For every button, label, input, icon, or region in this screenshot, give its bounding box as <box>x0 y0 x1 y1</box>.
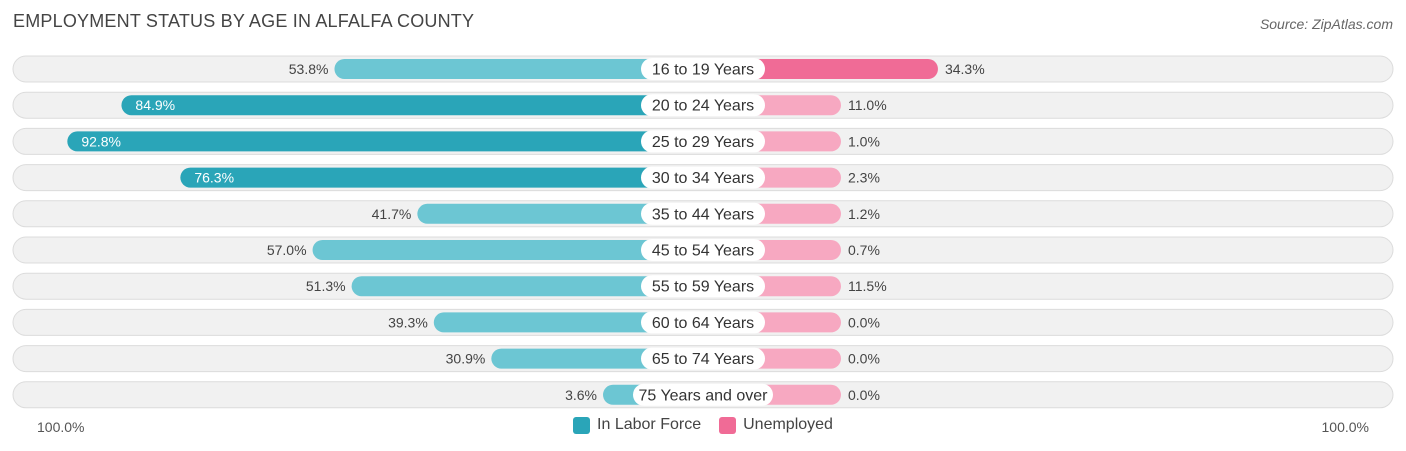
labor-value-label: 39.3% <box>388 314 428 330</box>
category-label: 35 to 44 Years <box>652 206 754 223</box>
category-label: 20 to 24 Years <box>652 98 754 115</box>
unemployed-value-label: 0.7% <box>848 242 880 258</box>
labor-value-label: 84.9% <box>135 97 175 113</box>
legend-item-unemployed[interactable]: Unemployed <box>719 416 833 434</box>
category-label: 60 to 64 Years <box>652 315 754 332</box>
category-label-pill <box>641 130 765 153</box>
labor-value-label: 92.8% <box>81 133 121 149</box>
unemployed-value-label: 1.2% <box>848 206 880 222</box>
legend: In Labor Force Unemployed <box>0 416 1406 434</box>
chart-title: EMPLOYMENT STATUS BY AGE IN ALFALFA COUN… <box>13 11 475 31</box>
unemployed-value-label: 1.0% <box>848 133 880 149</box>
legend-label-labor: In Labor Force <box>597 416 702 433</box>
category-label-pill <box>641 275 765 298</box>
labor-bar <box>121 95 703 116</box>
labor-value-label: 41.7% <box>372 206 412 222</box>
labor-value-label: 3.6% <box>565 387 597 403</box>
labor-value-label: 51.3% <box>306 278 346 294</box>
category-label: 16 to 19 Years <box>652 62 754 79</box>
category-label-pill <box>641 311 765 334</box>
category-label-pill <box>641 58 765 80</box>
axis-left-label: 100.0% <box>37 419 85 435</box>
category-label: 55 to 59 Years <box>652 279 754 296</box>
labor-value-label: 30.9% <box>446 351 486 367</box>
unemployed-value-label: 0.0% <box>848 387 880 403</box>
labor-value-label: 76.3% <box>194 170 234 186</box>
unemployed-value-label: 34.3% <box>945 61 985 77</box>
category-label: 75 Years and over <box>639 387 769 404</box>
category-label-pill <box>633 383 773 406</box>
labor-bar <box>433 312 703 333</box>
category-label: 25 to 29 Years <box>652 134 754 151</box>
unemployed-value-label: 11.5% <box>848 278 887 294</box>
category-label: 30 to 34 Years <box>652 170 754 187</box>
legend-label-unemployed: Unemployed <box>743 416 833 433</box>
labor-bar <box>180 167 704 188</box>
legend-item-labor[interactable]: In Labor Force <box>573 416 701 434</box>
category-label-pill <box>641 239 765 261</box>
unemployed-value-label: 0.0% <box>848 314 880 330</box>
category-label-pill <box>641 94 765 117</box>
source-label: Source: ZipAtlas.com <box>1259 16 1393 32</box>
labor-value-label: 53.8% <box>289 61 329 77</box>
legend-swatch-labor <box>573 416 591 434</box>
category-label: 65 to 74 Years <box>652 351 754 368</box>
legend-swatch-unemployed <box>719 416 737 434</box>
unemployed-value-label: 0.0% <box>848 351 880 367</box>
category-label: 45 to 54 Years <box>652 243 754 260</box>
labor-bar <box>417 203 703 224</box>
axis-right-label: 100.0% <box>1321 419 1369 435</box>
category-label-pill <box>641 202 765 225</box>
labor-bar <box>312 240 703 260</box>
labor-bar <box>334 59 703 79</box>
labor-value-label: 57.0% <box>267 242 307 258</box>
labor-bar <box>67 131 703 152</box>
labor-bar <box>351 276 703 297</box>
unemployed-value-label: 2.3% <box>848 170 880 186</box>
category-label-pill <box>641 347 765 370</box>
category-label-pill <box>641 166 765 189</box>
unemployed-value-label: 11.0% <box>848 97 887 113</box>
